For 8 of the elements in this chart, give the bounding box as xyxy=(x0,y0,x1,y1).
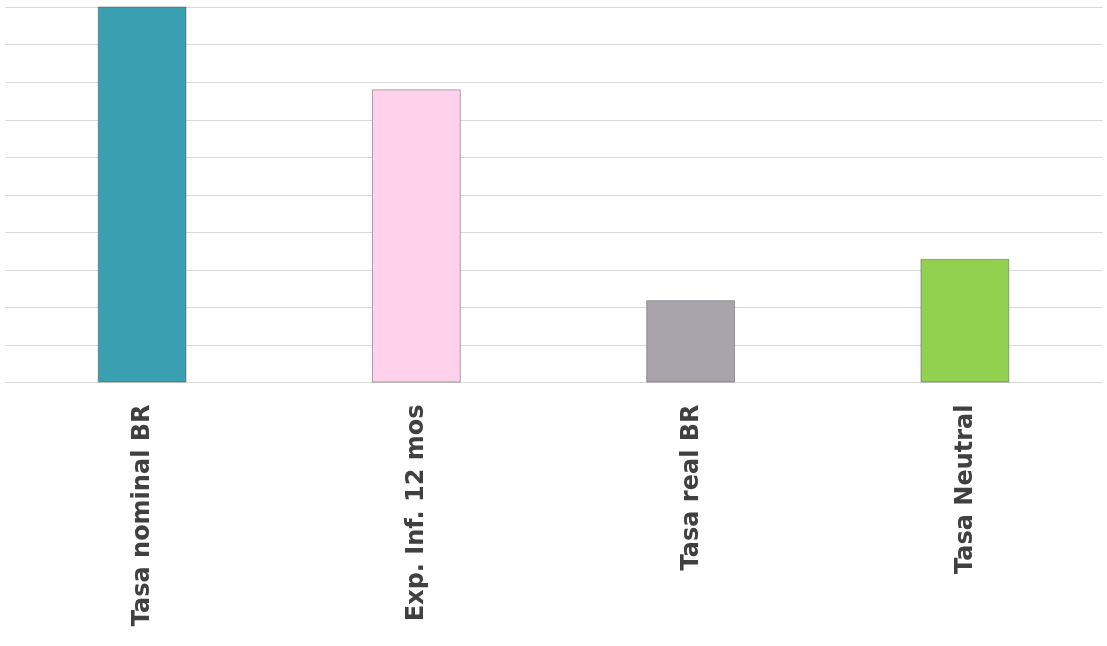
x-tick-label: Tasa Neutral xyxy=(949,404,978,574)
x-tick-label: Exp. Inf. 12 mos xyxy=(401,404,430,622)
x-tick-label: Tasa real BR xyxy=(675,404,704,571)
bar xyxy=(646,300,735,383)
bar xyxy=(98,6,187,383)
bar xyxy=(372,89,461,383)
bar xyxy=(920,259,1010,383)
x-tick-label: Tasa nominal BR xyxy=(127,404,156,627)
